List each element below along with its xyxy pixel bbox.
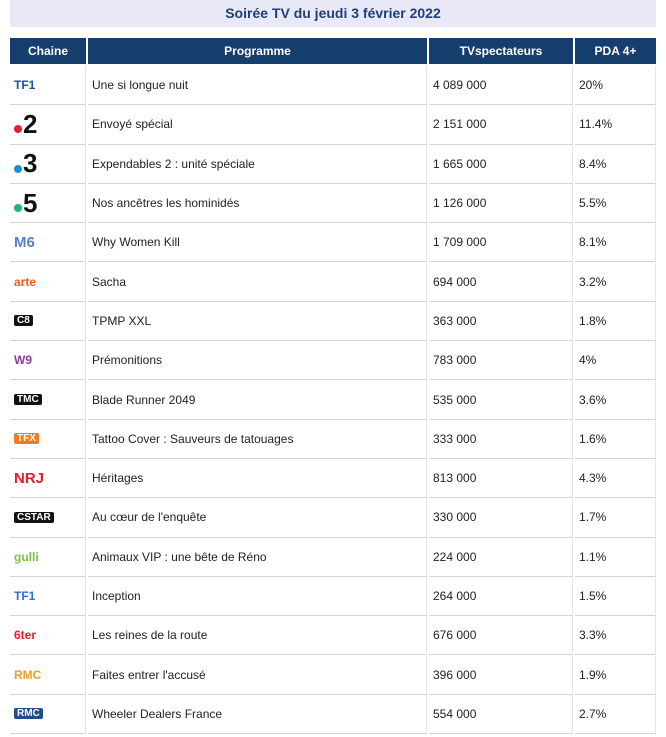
logo-cell: gulli — [10, 537, 86, 577]
cell-program: Wheeler Dealers France — [88, 694, 427, 735]
cell-viewers: 4 089 000 — [429, 66, 573, 106]
cell-share: 4.3% — [575, 459, 656, 499]
header-cell: Programme — [88, 38, 427, 64]
logo: arte — [14, 274, 37, 289]
cell-program: Prémonitions — [88, 341, 427, 381]
cell-share: 1.7% — [575, 498, 656, 538]
cell-program: Sacha — [88, 262, 427, 302]
logo-cell: 5 — [10, 183, 86, 224]
cell-program: Nos ancêtres les hominidés — [88, 183, 427, 224]
logo: CSTAR — [14, 511, 54, 523]
cell-viewers: 330 000 — [429, 498, 573, 538]
logo-cell: TF1 — [10, 66, 86, 106]
cell-viewers: 554 000 — [429, 694, 573, 735]
cell-share: 1.5% — [575, 576, 656, 617]
cell-share: 2.7% — [575, 694, 656, 735]
logo-cell: 3 — [10, 144, 86, 184]
cell-share: 8.1% — [575, 223, 656, 263]
cell-viewers: 694 000 — [429, 262, 573, 302]
logo: 3 — [14, 148, 37, 179]
logo: RMC — [14, 667, 42, 682]
cell-viewers: 264 000 — [429, 576, 573, 617]
cell-share: 3.3% — [575, 616, 656, 656]
cell-viewers: 813 000 — [429, 459, 573, 499]
header-cell: TVspectateurs — [429, 38, 573, 64]
logo: TF1 — [14, 78, 36, 93]
cell-viewers: 333 000 — [429, 419, 573, 459]
logo-cell: TF1 — [10, 576, 86, 617]
logo: gulli — [14, 549, 39, 564]
logo-cell: M6 — [10, 223, 86, 263]
cell-share: 1.9% — [575, 655, 656, 695]
cell-share: 5.5% — [575, 183, 656, 224]
cell-viewers: 676 000 — [429, 616, 573, 656]
logo: RMC — [14, 708, 43, 720]
logo: 5 — [14, 188, 37, 219]
logo: TMC — [14, 394, 42, 406]
cell-program: Faites entrer l'accusé — [88, 655, 427, 695]
logo-text: 2 — [23, 108, 38, 139]
cell-viewers: 1 709 000 — [429, 223, 573, 263]
logo-cell: arte — [10, 262, 86, 302]
logo: TFX — [14, 433, 39, 445]
cell-program: Les reines de la route — [88, 616, 427, 656]
cell-share: 1.6% — [575, 419, 656, 459]
logo-text: 3 — [23, 148, 38, 179]
cell-share: 1.8% — [575, 301, 656, 342]
cell-viewers: 363 000 — [429, 301, 573, 342]
logo: C8 — [14, 315, 33, 327]
logo-cell: RMC — [10, 655, 86, 695]
logo: TF1 — [14, 589, 36, 604]
cell-program: Au cœur de l'enquête — [88, 498, 427, 538]
cell-program: Animaux VIP : une bête de Réno — [88, 537, 427, 577]
logo-cell: W9 — [10, 341, 86, 381]
cell-viewers: 2 151 000 — [429, 105, 573, 145]
title: Soirée TV du jeudi 3 février 2022 — [10, 0, 656, 27]
logo-cell: 6ter — [10, 616, 86, 656]
logo-text: 5 — [23, 187, 38, 218]
cell-share: 4% — [575, 341, 656, 381]
logo-cell: 2 — [10, 105, 86, 145]
cell-share: 3.2% — [575, 262, 656, 302]
cell-share: 20% — [575, 66, 656, 106]
cell-program: Tattoo Cover : Sauveurs de tatouages — [88, 419, 427, 459]
cell-viewers: 783 000 — [429, 341, 573, 381]
logo: W9 — [14, 353, 32, 368]
cell-program: Une si longue nuit — [88, 66, 427, 106]
cell-share: 8.4% — [575, 144, 656, 184]
logo-cell: C8 — [10, 301, 86, 342]
cell-viewers: 1 126 000 — [429, 183, 573, 224]
cell-share: 1.1% — [575, 537, 656, 577]
logo-dot — [14, 204, 22, 213]
logo: 6ter — [14, 628, 37, 643]
header-cell: Chaine — [10, 38, 86, 64]
logo: NRJ — [14, 469, 45, 487]
logo-cell: TMC — [10, 380, 86, 420]
cell-share: 11.4% — [575, 105, 656, 145]
logo-cell: CSTAR — [10, 498, 86, 538]
cell-viewers: 535 000 — [429, 380, 573, 420]
cell-share: 3.6% — [575, 380, 656, 420]
cell-program: Envoyé spécial — [88, 105, 427, 145]
logo-dot — [14, 164, 22, 173]
logo: M6 — [14, 233, 35, 251]
cell-program: Blade Runner 2049 — [88, 380, 427, 420]
logo-dot — [14, 125, 22, 134]
cell-program: Why Women Kill — [88, 223, 427, 263]
logo-cell: TFX — [10, 419, 86, 459]
header-cell: PDA 4+ — [575, 38, 656, 64]
cell-viewers: 224 000 — [429, 537, 573, 577]
cell-program: TPMP XXL — [88, 301, 427, 342]
logo-cell: RMC — [10, 694, 86, 735]
cell-program: Expendables 2 : unité spéciale — [88, 144, 427, 184]
cell-program: Inception — [88, 576, 427, 617]
cell-viewers: 396 000 — [429, 655, 573, 695]
cell-program: Héritages — [88, 459, 427, 499]
cell-viewers: 1 665 000 — [429, 144, 573, 184]
logo-cell: NRJ — [10, 459, 86, 499]
logo: 2 — [14, 109, 37, 140]
